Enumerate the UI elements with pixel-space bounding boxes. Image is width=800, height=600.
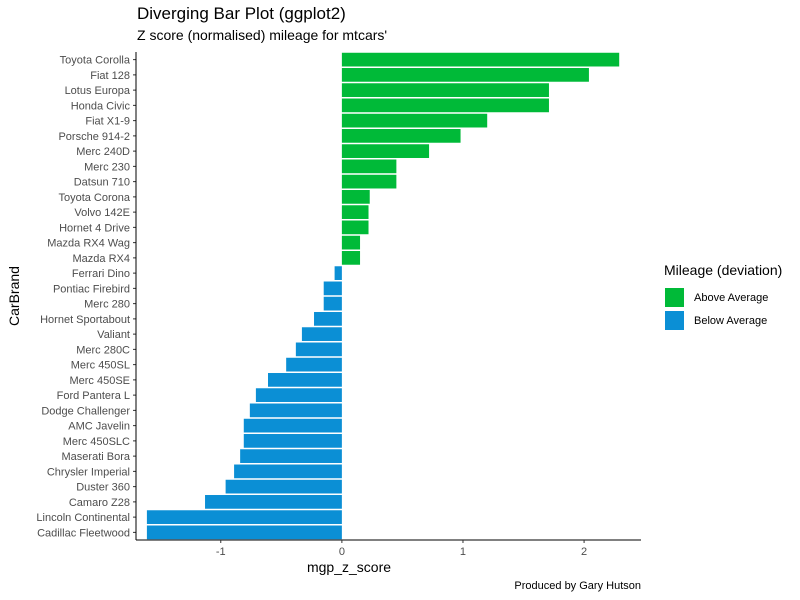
y-axis-label: CarBrand — [6, 266, 22, 326]
legend-key-below — [664, 310, 685, 331]
bar — [268, 373, 342, 387]
chart-caption: Produced by Gary Hutson — [514, 580, 641, 592]
bar — [314, 312, 342, 326]
bar — [341, 52, 620, 67]
bar — [240, 449, 342, 463]
chart-title: Diverging Bar Plot (ggplot2) — [137, 4, 346, 23]
bar — [286, 357, 342, 372]
bar — [341, 83, 549, 97]
chart-subtitle: Z score (normalised) mileage for mtcars' — [137, 27, 388, 43]
bar — [341, 159, 397, 174]
bar — [341, 235, 361, 250]
bar — [341, 144, 430, 158]
legend-title: Mileage (deviation) — [664, 262, 783, 278]
y-tick-label: Merc 450SE — [69, 375, 130, 387]
legend-item-below: Below Average — [664, 309, 782, 332]
bar — [334, 266, 342, 280]
bar — [341, 190, 370, 204]
bar — [243, 434, 342, 448]
y-tick-label: Lincoln Continental — [36, 512, 130, 524]
bar — [234, 464, 342, 479]
y-tick-label: Cadillac Fleetwood — [37, 527, 130, 539]
bar — [341, 251, 361, 265]
bar — [341, 113, 488, 128]
y-tick-label: Porsche 914-2 — [58, 131, 130, 143]
y-tick-label: Ford Pantera L — [57, 390, 130, 402]
bar — [301, 327, 342, 341]
y-tick-label: Fiat X1-9 — [85, 116, 130, 128]
y-tick-label: Hornet 4 Drive — [59, 222, 130, 234]
legend: Mileage (deviation) Above Average Below … — [664, 262, 782, 332]
legend-label-below: Below Average — [694, 314, 768, 327]
y-tick-label: Dodge Challenger — [41, 405, 130, 417]
bar — [146, 525, 342, 540]
legend-item-above: Above Average — [664, 286, 782, 309]
y-tick-label: Fiat 128 — [90, 70, 130, 82]
y-tick-label: Merc 450SL — [71, 360, 130, 372]
x-tick-label: -1 — [216, 546, 226, 558]
bar — [225, 479, 342, 494]
y-tick-label: Maserati Bora — [62, 451, 131, 463]
y-tick-label: Mazda RX4 Wag — [47, 238, 130, 250]
bar — [341, 174, 397, 189]
y-tick-label: Merc 280 — [84, 299, 130, 311]
y-tick-label: Honda Civic — [71, 100, 131, 112]
y-tick-label: Lotus Europa — [65, 85, 131, 97]
bar — [323, 281, 342, 296]
bar — [295, 342, 342, 357]
bar — [323, 296, 342, 311]
bar — [205, 495, 342, 509]
y-tick-label: Mazda RX4 — [73, 253, 130, 265]
bar — [146, 510, 342, 524]
y-tick-label: Merc 240D — [76, 146, 130, 158]
bar — [255, 388, 342, 402]
y-tick-label: Toyota Corona — [58, 192, 130, 204]
y-tick-label: Toyota Corolla — [60, 55, 131, 67]
y-tick-label: Datsun 710 — [74, 177, 130, 189]
y-tick-label: Merc 230 — [84, 161, 130, 173]
x-tick-label: 1 — [460, 546, 466, 558]
bar — [249, 403, 342, 418]
legend-key-above — [664, 287, 685, 308]
x-tick-label: 0 — [339, 546, 345, 558]
x-axis-label: mgp_z_score — [306, 559, 392, 575]
y-tick-label: Pontiac Firebird — [53, 283, 130, 295]
y-tick-label: AMC Javelin — [68, 421, 130, 433]
x-tick-label: 2 — [581, 546, 587, 558]
bar — [341, 98, 549, 113]
bar — [341, 129, 461, 143]
y-tick-label: Duster 360 — [76, 482, 130, 494]
y-tick-label: Hornet Sportabout — [40, 314, 130, 326]
legend-label-above: Above Average — [694, 291, 769, 304]
bar — [243, 418, 342, 433]
y-tick-label: Volvo 142E — [74, 207, 130, 219]
y-tick-label: Merc 280C — [76, 344, 130, 356]
bar — [341, 205, 369, 219]
y-tick-label: Chrysler Imperial — [47, 466, 130, 478]
y-tick-label: Merc 450SLC — [63, 436, 130, 448]
bar — [341, 68, 589, 82]
bar — [341, 220, 369, 235]
y-tick-label: Camaro Z28 — [69, 497, 130, 509]
y-tick-label: Valiant — [97, 329, 130, 341]
y-tick-label: Ferrari Dino — [72, 268, 130, 280]
